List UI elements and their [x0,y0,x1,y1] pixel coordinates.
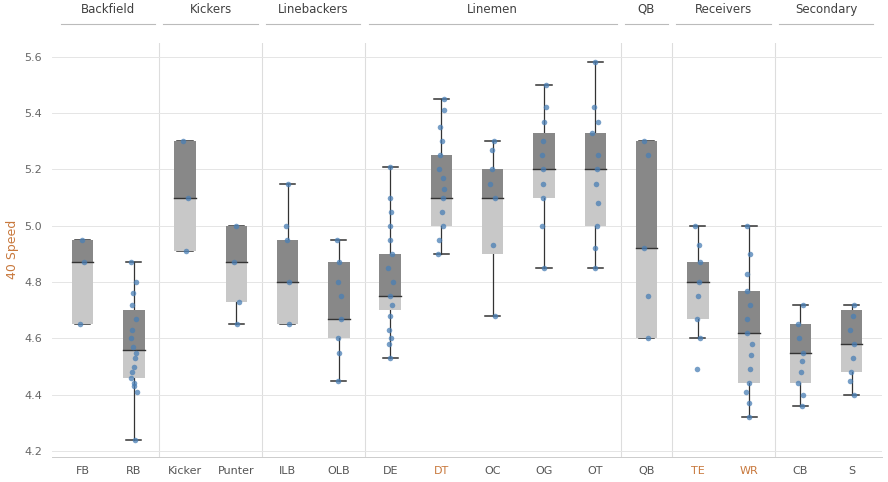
Bar [687,282,709,319]
Bar [841,310,862,344]
Bar [431,198,452,226]
Bar [687,262,709,282]
Bar [789,324,811,352]
Bar [226,262,247,302]
Bar [841,344,862,372]
Bar [328,319,350,338]
Bar [533,133,555,170]
Text: Secondary: Secondary [795,3,857,16]
Bar [482,198,503,254]
Bar [328,262,350,319]
Bar [482,170,503,198]
Bar [738,333,760,384]
Text: Receivers: Receivers [694,3,752,16]
Bar [174,141,196,198]
Bar [636,248,657,338]
Bar [123,349,145,378]
Bar [277,240,298,282]
Text: Linebackers: Linebackers [278,3,349,16]
Bar [584,170,606,226]
Bar [789,352,811,384]
Bar [277,282,298,324]
Text: QB: QB [638,3,655,16]
Bar [738,291,760,333]
Text: Backfield: Backfield [81,3,135,16]
Text: Kickers: Kickers [189,3,232,16]
Bar [123,310,145,349]
Y-axis label: 40 Speed: 40 Speed [5,220,19,280]
Bar [533,170,555,198]
Bar [174,198,196,251]
Bar [72,262,93,324]
Text: Linemen: Linemen [467,3,519,16]
Bar [431,155,452,198]
Bar [226,226,247,262]
Bar [379,296,400,310]
Bar [72,240,93,262]
Bar [636,141,657,248]
Bar [584,133,606,170]
Bar [379,254,400,296]
